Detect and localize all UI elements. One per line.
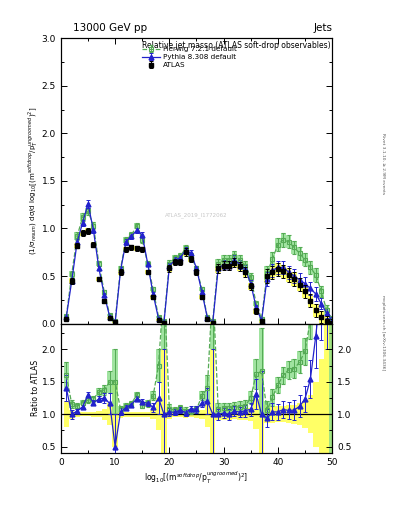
Text: Relative jet massρ (ATLAS soft-drop observables): Relative jet massρ (ATLAS soft-drop obse… (142, 41, 331, 50)
Text: Rivet 3.1.10, ≥ 2.9M events: Rivet 3.1.10, ≥ 2.9M events (381, 133, 385, 195)
Text: ATLAS_2019_I1772062: ATLAS_2019_I1772062 (165, 212, 228, 218)
Y-axis label: Ratio to ATLAS: Ratio to ATLAS (31, 360, 40, 416)
Text: mcplots.cern.ch [arXiv:1306.3436]: mcplots.cern.ch [arXiv:1306.3436] (381, 295, 385, 370)
Y-axis label: (1/σ$_{resum}$) dσ/d log$_{10}$[(m$^{soft drop}$/p$_T^{ungroomed}$)$^2$]: (1/σ$_{resum}$) dσ/d log$_{10}$[(m$^{sof… (27, 107, 40, 255)
Text: 13000 GeV pp: 13000 GeV pp (73, 23, 147, 33)
X-axis label: log$_{10}$[(m$^{soft drop}$/p$_T^{ungroomed}$)$^2$]: log$_{10}$[(m$^{soft drop}$/p$_T^{ungroo… (144, 470, 249, 486)
Legend: Herwig 7.2.1 default, Pythia 8.308 default, ATLAS: Herwig 7.2.1 default, Pythia 8.308 defau… (140, 45, 238, 70)
Text: Jets: Jets (313, 23, 332, 33)
